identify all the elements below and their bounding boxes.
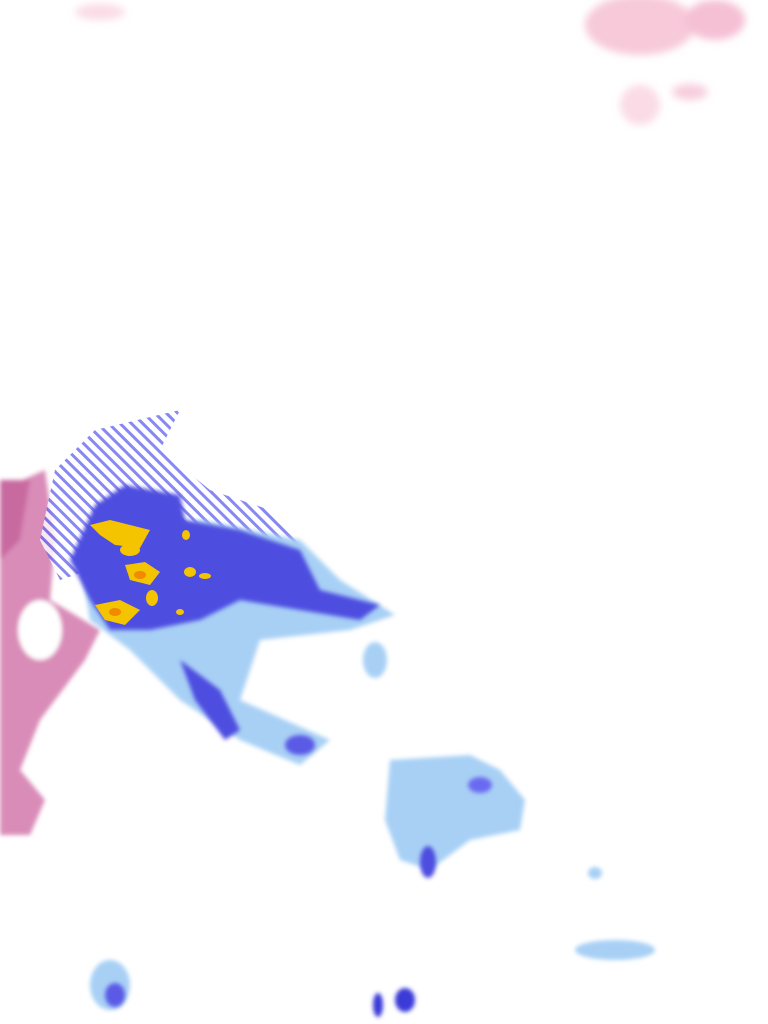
rain-intense	[90, 520, 211, 625]
snow-area-northeast	[75, 0, 745, 125]
mixed-precip-west	[0, 470, 100, 835]
